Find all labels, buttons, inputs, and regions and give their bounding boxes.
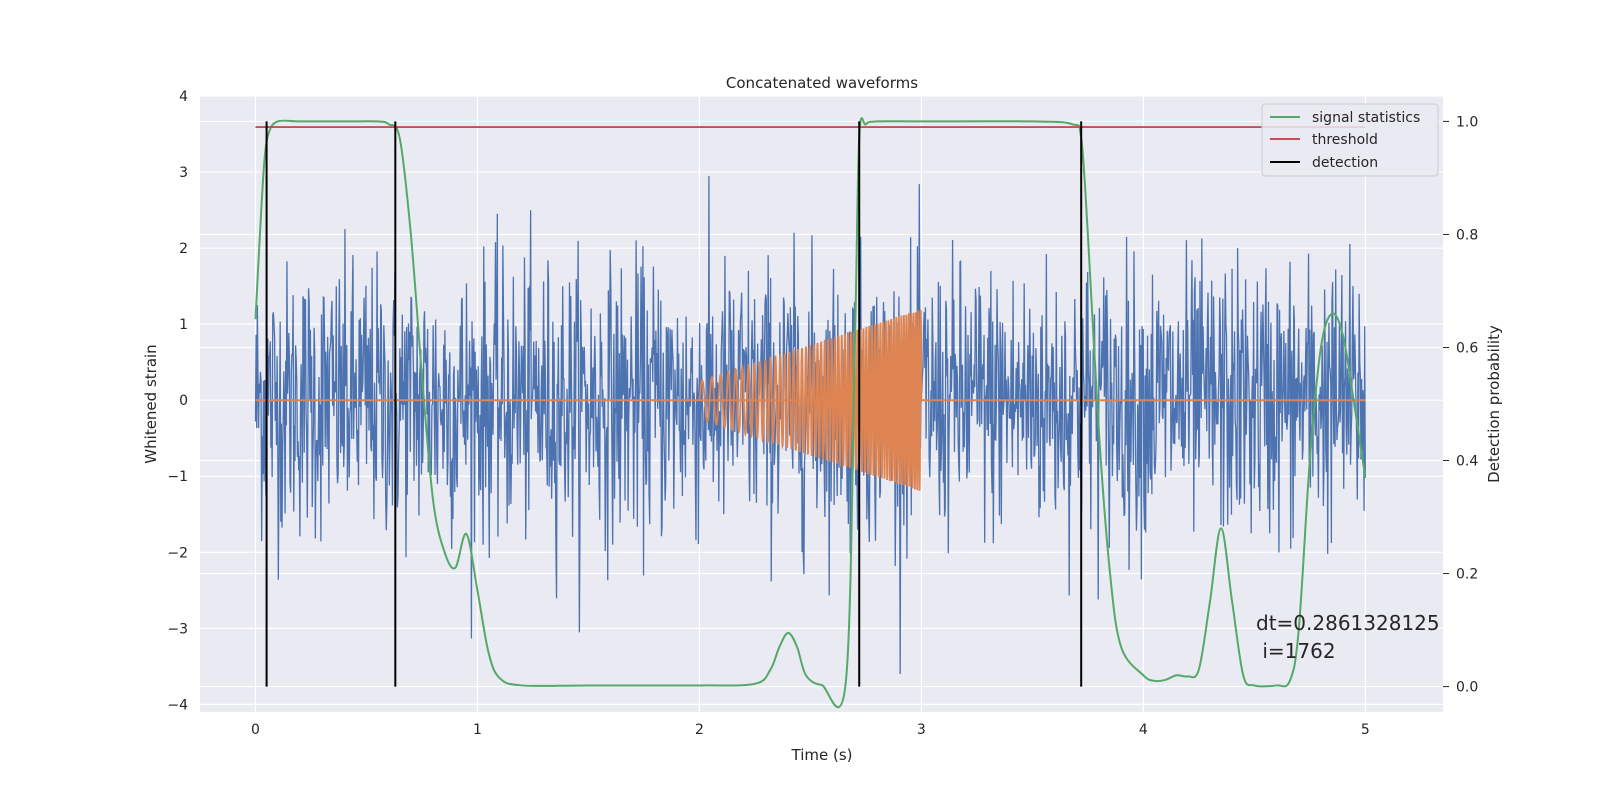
x-tick-label: 5 xyxy=(1361,722,1370,738)
signal-statistics-series xyxy=(254,117,1367,709)
x-tick-label: 0 xyxy=(251,722,260,738)
y2-axis-label: Detection probability xyxy=(1485,325,1503,483)
legend: signal statistics threshold detection xyxy=(1261,103,1439,177)
x-axis-label: Time (s) xyxy=(791,746,853,764)
y-tick-label: 1 xyxy=(179,317,188,333)
tick-labels: 0 1 2 3 4 5 −4 −3 −2 −1 0 1 2 3 4 0.0 0.2 0.4 0.6 0.8 1.0 xyxy=(167,89,1478,738)
y-tick-label: −4 xyxy=(167,697,188,713)
chirp-series xyxy=(255,308,1366,491)
chart-title: Concatenated waveforms xyxy=(726,74,918,92)
annotation: dt=0.2861328125 i=1762 xyxy=(1256,611,1440,663)
x-tick-label: 4 xyxy=(1139,722,1148,738)
y-tick-label: 2 xyxy=(179,241,188,257)
x-tick-label: 2 xyxy=(695,722,704,738)
y2-tick-label: 1.0 xyxy=(1456,114,1478,130)
legend-label-detection: detection xyxy=(1312,155,1378,171)
y-tick-label: −1 xyxy=(167,469,188,485)
y2-tick-label: 0.8 xyxy=(1456,227,1478,243)
y2-tick-label: 0.6 xyxy=(1456,340,1478,356)
x-tick-label: 3 xyxy=(917,722,926,738)
detection-series xyxy=(265,121,1083,687)
y2-tick-label: 0.2 xyxy=(1456,567,1478,583)
annotation-line-dt: dt=0.2861328125 xyxy=(1256,611,1440,635)
y-tick-label: −3 xyxy=(167,621,188,637)
x-tick-label: 1 xyxy=(473,722,482,738)
y-tick-label: 3 xyxy=(179,165,188,181)
chirp-line xyxy=(698,308,923,491)
annotation-line-i: i=1762 xyxy=(1256,639,1336,663)
y-tick-label: 4 xyxy=(179,89,188,105)
legend-label-signal-statistics: signal statistics xyxy=(1312,110,1420,126)
y2-tick-label: 0.4 xyxy=(1456,454,1478,470)
signal-statistics-line xyxy=(254,117,1367,709)
y-tick-label: −2 xyxy=(167,545,188,561)
legend-box xyxy=(1261,103,1439,177)
legend-label-threshold: threshold xyxy=(1312,132,1378,148)
y2-tick-label: 0.0 xyxy=(1456,680,1478,696)
y-axis-label: Whitened strain xyxy=(142,344,160,463)
y-tick-label: 0 xyxy=(179,393,188,409)
